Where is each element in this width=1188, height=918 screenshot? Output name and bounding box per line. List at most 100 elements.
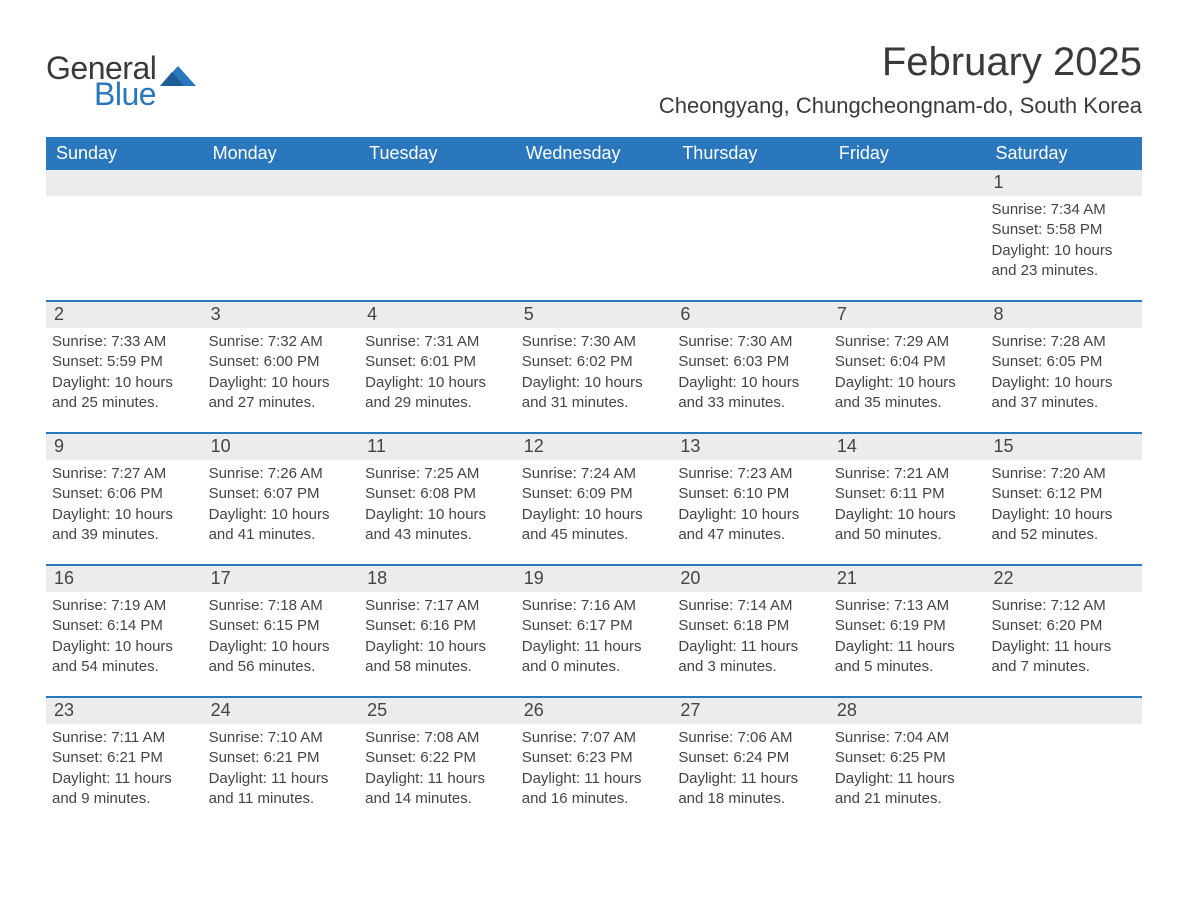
- day-number: 19: [516, 566, 673, 592]
- day-body: Sunrise: 7:04 AMSunset: 6:25 PMDaylight:…: [829, 724, 986, 817]
- day-cell: 9Sunrise: 7:27 AMSunset: 6:06 PMDaylight…: [46, 434, 203, 564]
- day-body: [46, 196, 203, 208]
- daylight2-text: and 21 minutes.: [835, 789, 980, 809]
- sunset-text: Sunset: 6:24 PM: [678, 748, 823, 768]
- daylight2-text: and 27 minutes.: [209, 393, 354, 413]
- day-cell: 2Sunrise: 7:33 AMSunset: 5:59 PMDaylight…: [46, 302, 203, 432]
- header: General Blue February 2025 Cheongyang, C…: [46, 40, 1142, 119]
- sunset-text: Sunset: 6:23 PM: [522, 748, 667, 768]
- daylight1-text: Daylight: 10 hours: [522, 505, 667, 525]
- day-cell: 18Sunrise: 7:17 AMSunset: 6:16 PMDayligh…: [359, 566, 516, 696]
- sunrise-text: Sunrise: 7:16 AM: [522, 596, 667, 616]
- day-cell: [829, 170, 986, 300]
- day-number: 24: [203, 698, 360, 724]
- calendar: Sunday Monday Tuesday Wednesday Thursday…: [46, 137, 1142, 828]
- weekday-header: Monday: [203, 137, 360, 170]
- sunrise-text: Sunrise: 7:21 AM: [835, 464, 980, 484]
- day-number: 28: [829, 698, 986, 724]
- day-cell: 10Sunrise: 7:26 AMSunset: 6:07 PMDayligh…: [203, 434, 360, 564]
- week-row: 16Sunrise: 7:19 AMSunset: 6:14 PMDayligh…: [46, 564, 1142, 696]
- day-number: [359, 170, 516, 196]
- day-cell: 25Sunrise: 7:08 AMSunset: 6:22 PMDayligh…: [359, 698, 516, 828]
- sunset-text: Sunset: 6:10 PM: [678, 484, 823, 504]
- daylight2-text: and 0 minutes.: [522, 657, 667, 677]
- day-cell: 20Sunrise: 7:14 AMSunset: 6:18 PMDayligh…: [672, 566, 829, 696]
- day-cell: 12Sunrise: 7:24 AMSunset: 6:09 PMDayligh…: [516, 434, 673, 564]
- daylight1-text: Daylight: 10 hours: [522, 373, 667, 393]
- day-number: 9: [46, 434, 203, 460]
- week-row: 1Sunrise: 7:34 AMSunset: 5:58 PMDaylight…: [46, 170, 1142, 300]
- daylight1-text: Daylight: 11 hours: [522, 769, 667, 789]
- day-body: [516, 196, 673, 208]
- daylight1-text: Daylight: 10 hours: [991, 241, 1136, 261]
- day-body: Sunrise: 7:13 AMSunset: 6:19 PMDaylight:…: [829, 592, 986, 685]
- day-cell: 7Sunrise: 7:29 AMSunset: 6:04 PMDaylight…: [829, 302, 986, 432]
- day-body: Sunrise: 7:27 AMSunset: 6:06 PMDaylight:…: [46, 460, 203, 553]
- sunset-text: Sunset: 6:09 PM: [522, 484, 667, 504]
- day-body: Sunrise: 7:28 AMSunset: 6:05 PMDaylight:…: [985, 328, 1142, 421]
- sunset-text: Sunset: 6:03 PM: [678, 352, 823, 372]
- day-cell: 22Sunrise: 7:12 AMSunset: 6:20 PMDayligh…: [985, 566, 1142, 696]
- daylight2-text: and 31 minutes.: [522, 393, 667, 413]
- sunrise-text: Sunrise: 7:27 AM: [52, 464, 197, 484]
- day-cell: 27Sunrise: 7:06 AMSunset: 6:24 PMDayligh…: [672, 698, 829, 828]
- daylight2-text: and 14 minutes.: [365, 789, 510, 809]
- daylight1-text: Daylight: 10 hours: [52, 637, 197, 657]
- day-number: 26: [516, 698, 673, 724]
- daylight1-text: Daylight: 10 hours: [209, 373, 354, 393]
- sunrise-text: Sunrise: 7:08 AM: [365, 728, 510, 748]
- week-row: 9Sunrise: 7:27 AMSunset: 6:06 PMDaylight…: [46, 432, 1142, 564]
- day-body: [985, 724, 1142, 736]
- sunrise-text: Sunrise: 7:30 AM: [522, 332, 667, 352]
- sunset-text: Sunset: 5:58 PM: [991, 220, 1136, 240]
- brand-word-2: Blue: [94, 78, 156, 110]
- weekday-header-row: Sunday Monday Tuesday Wednesday Thursday…: [46, 137, 1142, 170]
- day-body: Sunrise: 7:11 AMSunset: 6:21 PMDaylight:…: [46, 724, 203, 817]
- sunrise-text: Sunrise: 7:31 AM: [365, 332, 510, 352]
- day-body: Sunrise: 7:19 AMSunset: 6:14 PMDaylight:…: [46, 592, 203, 685]
- day-cell: 24Sunrise: 7:10 AMSunset: 6:21 PMDayligh…: [203, 698, 360, 828]
- daylight1-text: Daylight: 11 hours: [835, 769, 980, 789]
- sunset-text: Sunset: 6:11 PM: [835, 484, 980, 504]
- daylight1-text: Daylight: 10 hours: [52, 505, 197, 525]
- title-block: February 2025 Cheongyang, Chungcheongnam…: [659, 40, 1142, 119]
- day-cell: 26Sunrise: 7:07 AMSunset: 6:23 PMDayligh…: [516, 698, 673, 828]
- daylight1-text: Daylight: 10 hours: [365, 373, 510, 393]
- sunrise-text: Sunrise: 7:34 AM: [991, 200, 1136, 220]
- day-body: Sunrise: 7:23 AMSunset: 6:10 PMDaylight:…: [672, 460, 829, 553]
- day-number: 6: [672, 302, 829, 328]
- sunset-text: Sunset: 6:06 PM: [52, 484, 197, 504]
- sunset-text: Sunset: 6:12 PM: [991, 484, 1136, 504]
- sunset-text: Sunset: 6:07 PM: [209, 484, 354, 504]
- day-body: Sunrise: 7:08 AMSunset: 6:22 PMDaylight:…: [359, 724, 516, 817]
- day-number: 11: [359, 434, 516, 460]
- daylight2-text: and 47 minutes.: [678, 525, 823, 545]
- sunrise-text: Sunrise: 7:17 AM: [365, 596, 510, 616]
- sunrise-text: Sunrise: 7:30 AM: [678, 332, 823, 352]
- daylight2-text: and 29 minutes.: [365, 393, 510, 413]
- sunset-text: Sunset: 6:00 PM: [209, 352, 354, 372]
- day-body: Sunrise: 7:31 AMSunset: 6:01 PMDaylight:…: [359, 328, 516, 421]
- sunrise-text: Sunrise: 7:23 AM: [678, 464, 823, 484]
- day-body: Sunrise: 7:20 AMSunset: 6:12 PMDaylight:…: [985, 460, 1142, 553]
- day-body: [203, 196, 360, 208]
- sunrise-text: Sunrise: 7:24 AM: [522, 464, 667, 484]
- day-cell: 13Sunrise: 7:23 AMSunset: 6:10 PMDayligh…: [672, 434, 829, 564]
- daylight2-text: and 9 minutes.: [52, 789, 197, 809]
- daylight1-text: Daylight: 10 hours: [678, 505, 823, 525]
- day-cell: 28Sunrise: 7:04 AMSunset: 6:25 PMDayligh…: [829, 698, 986, 828]
- day-body: Sunrise: 7:34 AMSunset: 5:58 PMDaylight:…: [985, 196, 1142, 289]
- day-body: Sunrise: 7:25 AMSunset: 6:08 PMDaylight:…: [359, 460, 516, 553]
- day-body: [829, 196, 986, 208]
- day-number: 8: [985, 302, 1142, 328]
- day-number: 7: [829, 302, 986, 328]
- daylight1-text: Daylight: 11 hours: [365, 769, 510, 789]
- daylight1-text: Daylight: 11 hours: [522, 637, 667, 657]
- day-number: 27: [672, 698, 829, 724]
- day-cell: [46, 170, 203, 300]
- day-cell: 16Sunrise: 7:19 AMSunset: 6:14 PMDayligh…: [46, 566, 203, 696]
- day-body: Sunrise: 7:06 AMSunset: 6:24 PMDaylight:…: [672, 724, 829, 817]
- daylight2-text: and 41 minutes.: [209, 525, 354, 545]
- day-cell: [203, 170, 360, 300]
- day-body: Sunrise: 7:21 AMSunset: 6:11 PMDaylight:…: [829, 460, 986, 553]
